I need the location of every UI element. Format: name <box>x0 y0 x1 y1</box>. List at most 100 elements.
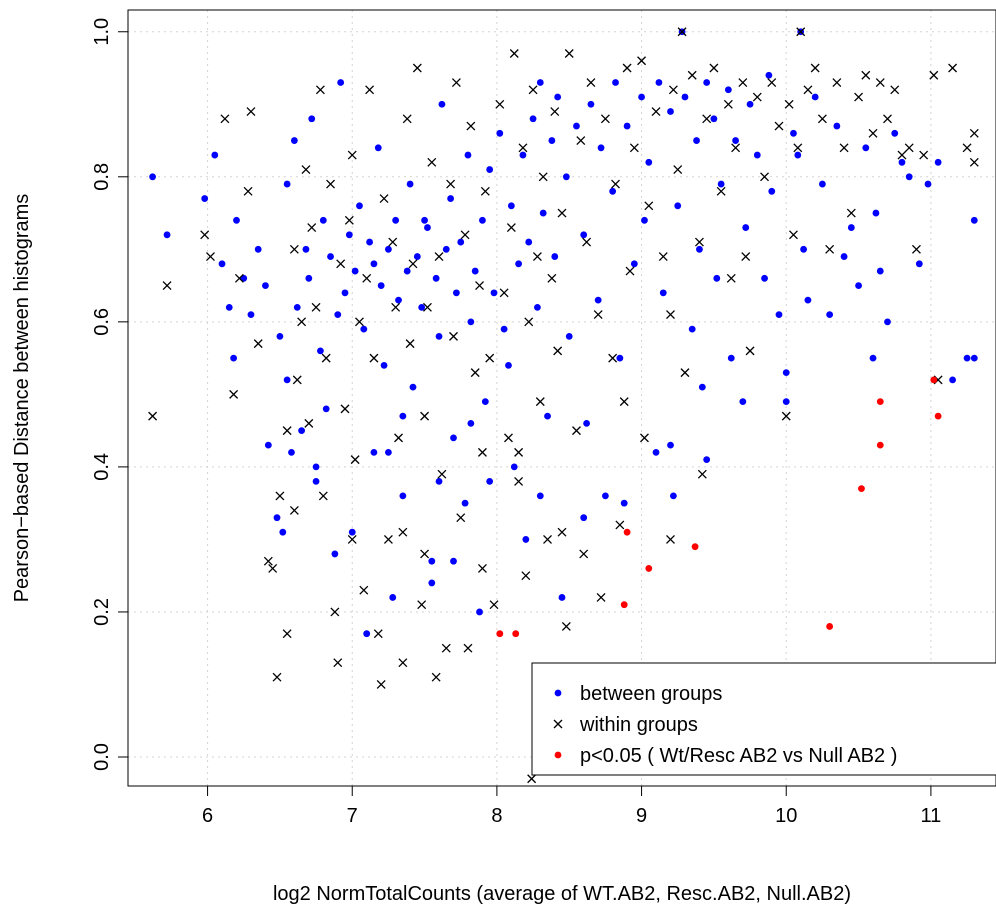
between-groups-point <box>305 274 313 282</box>
between-groups-point <box>322 405 330 413</box>
within-groups-point <box>561 621 571 631</box>
between-groups-point <box>457 238 465 246</box>
within-groups-point <box>702 114 712 124</box>
between-groups-point <box>855 282 862 289</box>
between-groups-point <box>283 180 291 188</box>
within-groups-point <box>576 136 586 146</box>
between-groups-point <box>345 231 353 239</box>
within-groups-point <box>347 534 357 544</box>
within-groups-point <box>803 85 813 95</box>
between-groups-point <box>389 594 397 601</box>
within-groups-point <box>774 121 784 131</box>
within-groups-point <box>200 230 210 240</box>
between-groups-point <box>247 311 255 318</box>
between-groups-point <box>392 216 400 224</box>
within-groups-point <box>969 157 979 167</box>
between-groups-point <box>529 115 537 123</box>
within-groups-point <box>243 186 253 196</box>
between-groups-point <box>428 557 436 565</box>
between-groups-point <box>288 448 295 456</box>
within-groups-point <box>466 121 476 131</box>
significant-point <box>496 630 504 638</box>
significant-point <box>876 398 884 406</box>
between-groups-point <box>587 100 595 108</box>
between-groups-point <box>949 376 956 384</box>
between-groups-point <box>233 216 240 224</box>
between-groups-point <box>804 296 812 304</box>
significant-point <box>930 376 938 384</box>
between-groups-point <box>450 557 457 565</box>
between-groups-point <box>597 144 605 152</box>
between-groups-point <box>819 180 826 188</box>
x-tick-label: 8 <box>491 805 502 827</box>
within-groups-point <box>412 63 422 73</box>
within-groups-point <box>504 433 513 443</box>
within-groups-point <box>451 78 461 87</box>
within-groups-point <box>868 128 878 138</box>
between-groups-point <box>840 253 848 260</box>
within-groups-point <box>651 107 661 116</box>
within-groups-point <box>263 556 273 566</box>
between-groups-point <box>201 195 209 202</box>
within-groups-point <box>350 455 360 465</box>
within-groups-point <box>666 310 675 320</box>
between-groups-point <box>847 224 855 231</box>
within-groups-point <box>752 92 762 102</box>
between-groups-point <box>366 238 373 246</box>
between-groups-point <box>341 289 349 297</box>
within-groups-point <box>391 302 401 312</box>
between-groups-point <box>525 238 533 246</box>
between-groups-point <box>794 151 802 159</box>
between-groups-point <box>413 253 421 260</box>
within-groups-point <box>420 411 430 421</box>
between-groups-point <box>898 158 906 166</box>
within-groups-point <box>434 252 444 262</box>
within-groups-point <box>694 237 704 247</box>
y-axis: 0.0 0.2 0.4 0.6 0.8 1.0 <box>91 18 128 771</box>
between-groups-point <box>486 478 494 485</box>
between-groups-point <box>399 412 407 420</box>
legend-box <box>531 662 996 776</box>
within-groups-point <box>528 85 538 95</box>
between-groups-point <box>826 311 834 318</box>
between-groups-point <box>732 137 739 144</box>
within-groups-point <box>373 629 383 639</box>
legend-marker <box>554 689 562 697</box>
data-points <box>148 27 979 784</box>
between-groups-point <box>507 202 515 210</box>
between-groups-point <box>717 180 725 188</box>
within-groups-point <box>564 49 574 58</box>
within-groups-point <box>538 172 548 182</box>
within-groups-point <box>437 469 447 479</box>
within-groups-point <box>741 252 751 262</box>
between-groups-point <box>539 209 547 217</box>
between-groups-point <box>476 608 483 616</box>
within-groups-point <box>234 273 244 283</box>
between-groups-point <box>317 347 324 355</box>
within-groups-point <box>449 331 458 341</box>
plot-border <box>127 9 996 787</box>
between-groups-point <box>765 71 773 79</box>
within-groups-point <box>304 418 314 428</box>
within-groups-point <box>336 259 346 269</box>
within-groups-point <box>911 244 921 254</box>
within-groups-point <box>673 165 683 175</box>
within-groups-point <box>709 63 719 73</box>
between-groups-point <box>638 93 645 101</box>
within-groups-point <box>417 600 427 610</box>
within-groups-point <box>668 85 678 95</box>
within-groups-point <box>904 143 914 153</box>
between-groups-point <box>915 260 923 268</box>
within-groups-point <box>289 244 299 254</box>
between-groups-point <box>225 303 233 311</box>
within-groups-point <box>726 273 736 283</box>
within-groups-point <box>495 99 505 109</box>
between-groups-point <box>934 158 942 166</box>
between-groups-point <box>500 325 508 333</box>
within-groups-point <box>579 549 589 559</box>
within-groups-point <box>825 244 835 254</box>
between-groups-point <box>351 267 359 275</box>
within-groups-point <box>326 179 335 189</box>
within-groups-point <box>477 563 487 573</box>
between-groups-point <box>302 245 310 253</box>
